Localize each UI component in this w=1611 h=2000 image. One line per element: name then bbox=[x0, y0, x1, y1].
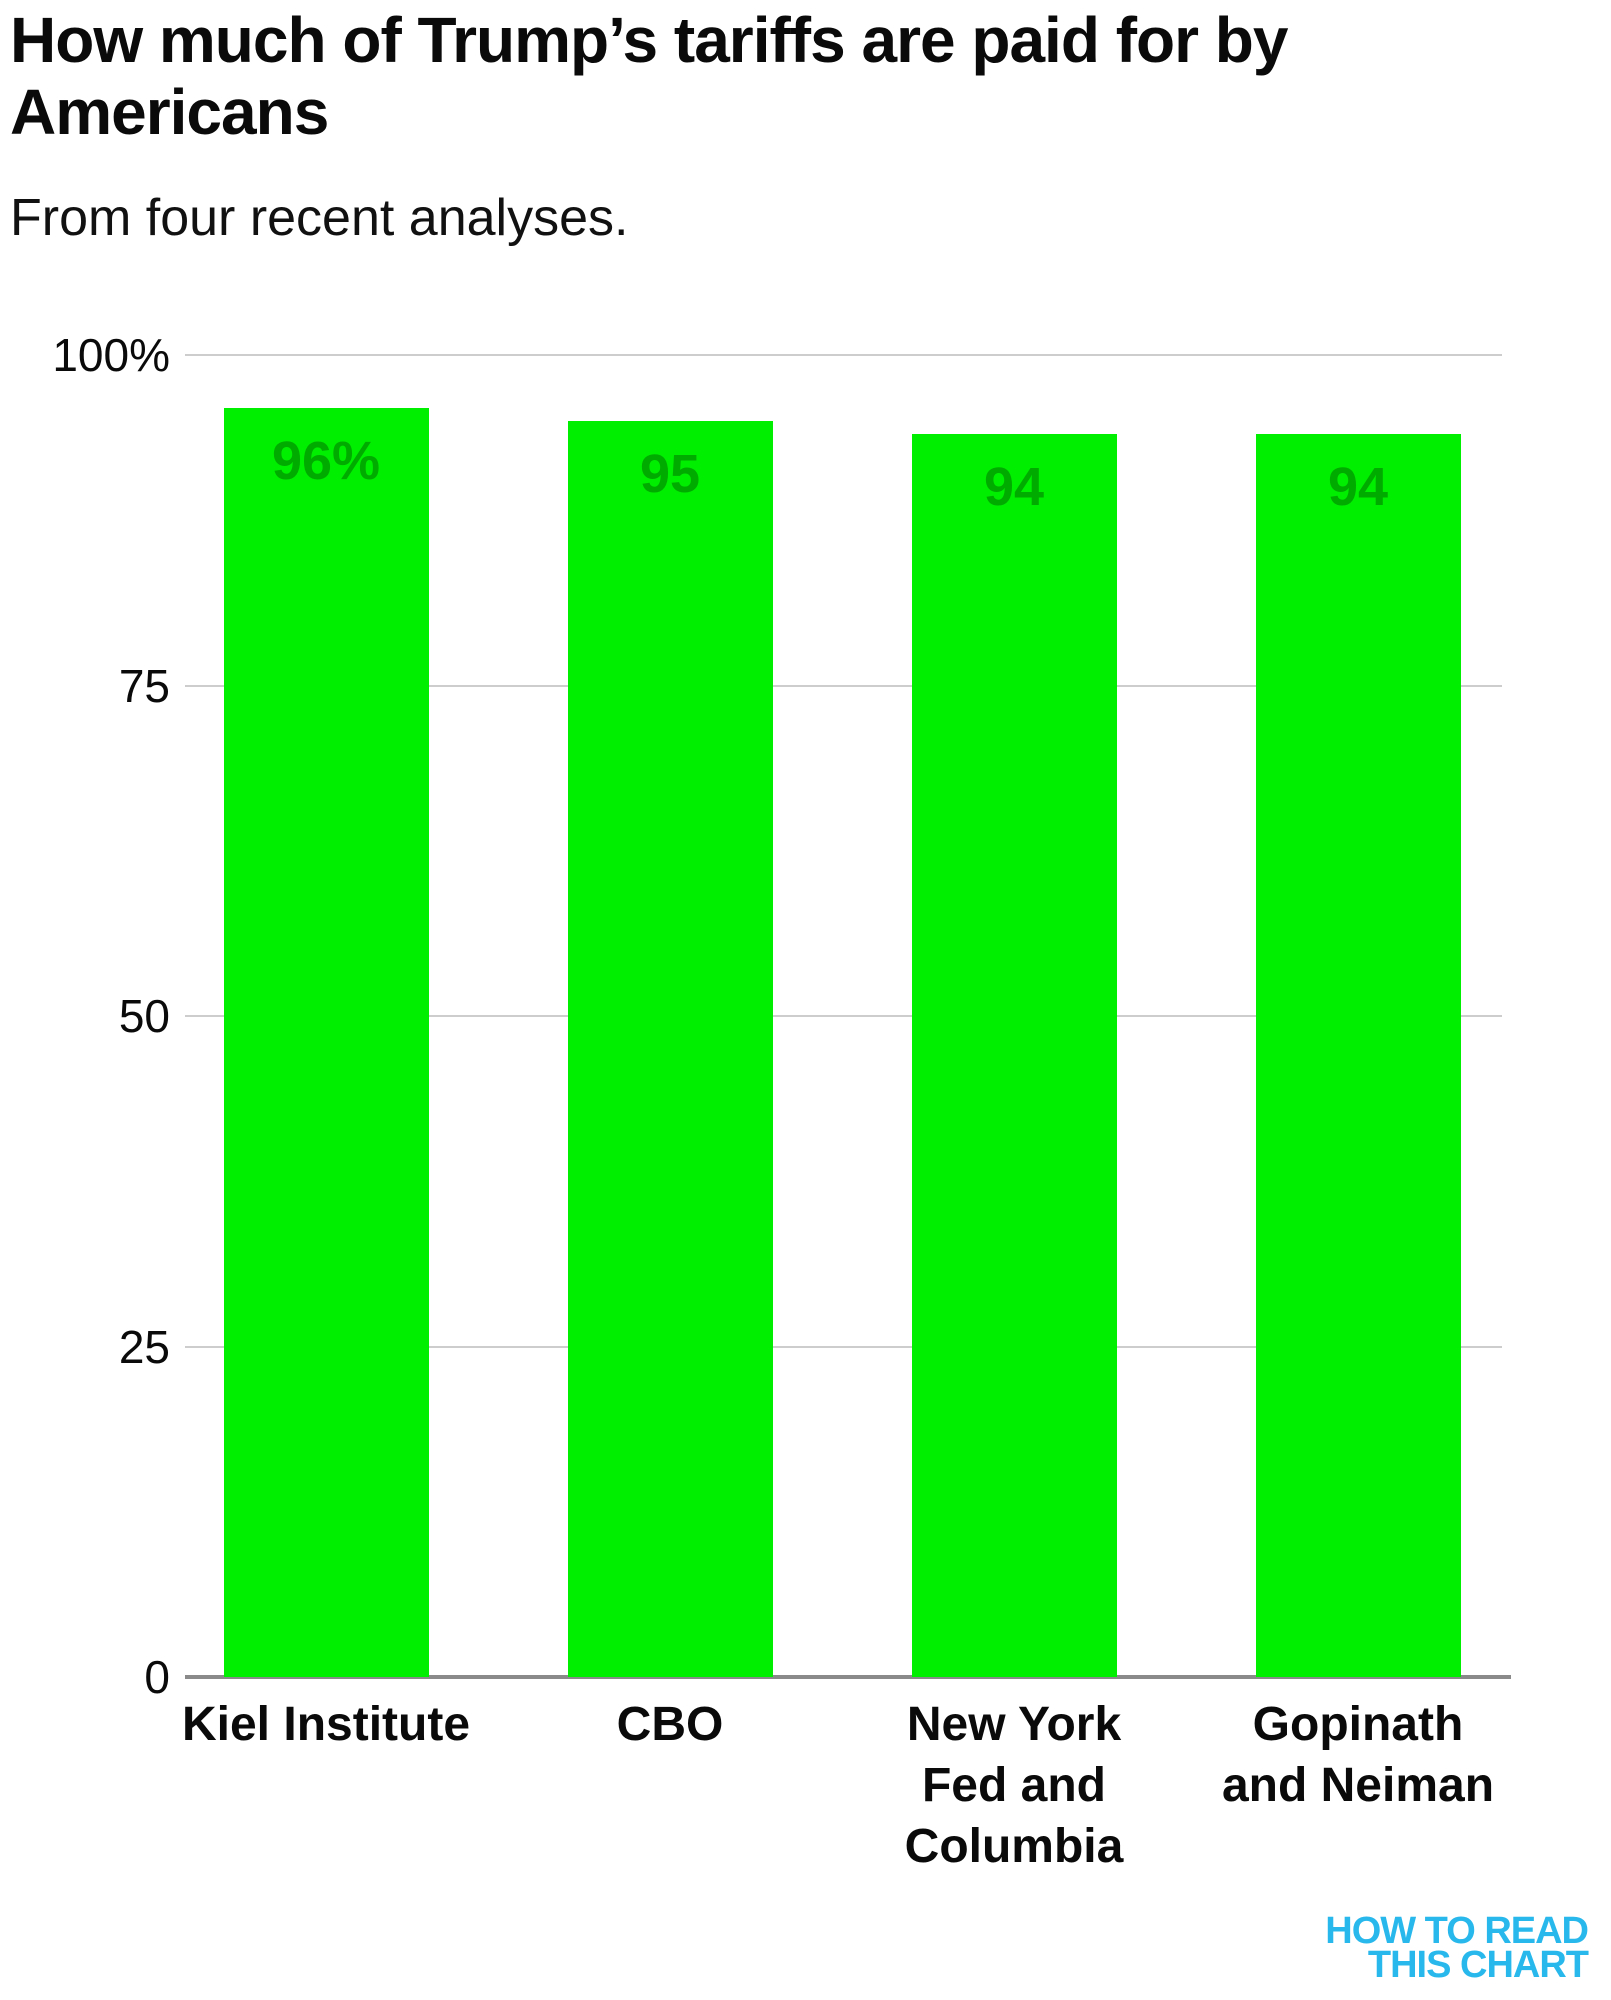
x-axis-label-4: Gopinath and Neiman bbox=[1221, 1698, 1495, 1812]
x-axis-label-3: New York Fed and Columbia bbox=[904, 1698, 1124, 1873]
bar-1: 96% bbox=[223, 407, 429, 1677]
x-axis-line bbox=[185, 1675, 1511, 1679]
y-axis-label-100: 100% bbox=[52, 329, 170, 381]
bar-4: 94 bbox=[1255, 434, 1461, 1677]
x-axis-label-2: CBO bbox=[616, 1698, 724, 1751]
bar-value-label-4: 94 bbox=[1327, 457, 1389, 518]
bar-2: 95 bbox=[567, 421, 773, 1677]
bar-value-label-2: 95 bbox=[639, 444, 701, 505]
bar-value-label-1: 96% bbox=[271, 430, 381, 491]
chart-title: How much of Trump’s tariffs are paid for… bbox=[10, 4, 1288, 149]
gridline-25 bbox=[185, 1345, 1502, 1348]
gridline-100 bbox=[185, 354, 1502, 356]
y-axis-label-75: 75 bbox=[118, 659, 170, 712]
gridline-50 bbox=[185, 1015, 1502, 1017]
y-axis-label-50: 50 bbox=[118, 990, 170, 1042]
how-to-read-this-chart-logo: HOW TO READ THIS CHART bbox=[1325, 1910, 1589, 1986]
x-axis-label-1: Kiel Institute bbox=[181, 1698, 471, 1751]
bar-3: 94 bbox=[911, 434, 1117, 1677]
bar-value-label-3: 94 bbox=[983, 457, 1045, 518]
logo-line-2: THIS CHART bbox=[1367, 1944, 1589, 1986]
logo-line-1: HOW TO READ bbox=[1325, 1910, 1589, 1952]
gridline-75 bbox=[185, 684, 1502, 687]
y-axis-label-25: 25 bbox=[118, 1320, 170, 1373]
chart-subtitle: From four recent analyses. bbox=[10, 189, 629, 247]
y-axis-label-0: 0 bbox=[144, 1651, 170, 1703]
